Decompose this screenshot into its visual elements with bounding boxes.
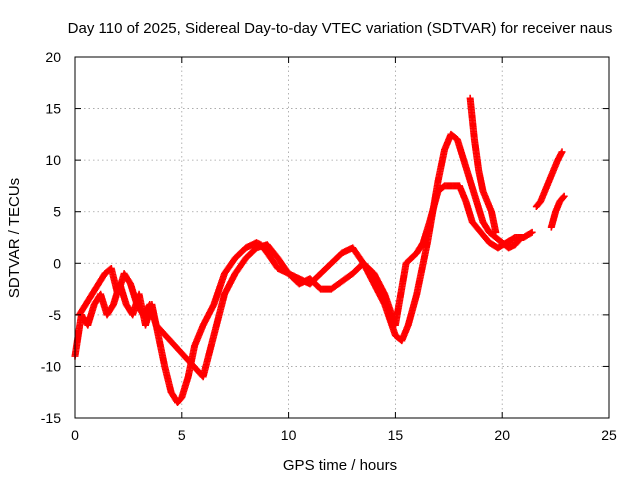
- x-axis-label: GPS time / hours: [283, 457, 397, 474]
- x-tick-label: 10: [281, 427, 297, 443]
- data-point: [528, 228, 536, 236]
- series-track-d: [532, 148, 566, 211]
- data-point: [560, 192, 568, 200]
- y-tick-label: -5: [49, 307, 62, 323]
- y-tick-label: 10: [45, 152, 61, 168]
- y-tick-label: 15: [45, 101, 61, 117]
- series-track-c: [466, 94, 500, 236]
- y-axis-label: SDTVAR / TECUs: [6, 178, 23, 298]
- data-marks: [71, 94, 568, 407]
- axis-ticks: 0 5 10 15 20 25 -15 -10 -5 0 5 10 15 20: [41, 49, 617, 443]
- plot-frame: [74, 56, 610, 419]
- chart-title: Day 110 of 2025, Sidereal Day-to-day VTE…: [68, 20, 613, 37]
- series-track-b: [75, 182, 536, 381]
- data-point: [558, 148, 566, 156]
- x-tick-label: 5: [178, 427, 186, 443]
- y-tick-label: 5: [53, 204, 61, 220]
- x-tick-label: 0: [71, 427, 79, 443]
- data-point: [559, 193, 567, 201]
- series-track-e: [547, 192, 568, 231]
- x-tick-label: 20: [494, 427, 510, 443]
- grid: [75, 57, 609, 418]
- y-tick-label: 0: [53, 255, 61, 271]
- x-tick-label: 15: [388, 427, 404, 443]
- x-tick-label: 25: [601, 427, 617, 443]
- y-tick-label: 20: [45, 49, 61, 65]
- series-track-a: [71, 130, 525, 407]
- y-tick-label: -15: [41, 410, 61, 426]
- y-tick-label: -10: [41, 358, 61, 374]
- data-point: [492, 228, 500, 236]
